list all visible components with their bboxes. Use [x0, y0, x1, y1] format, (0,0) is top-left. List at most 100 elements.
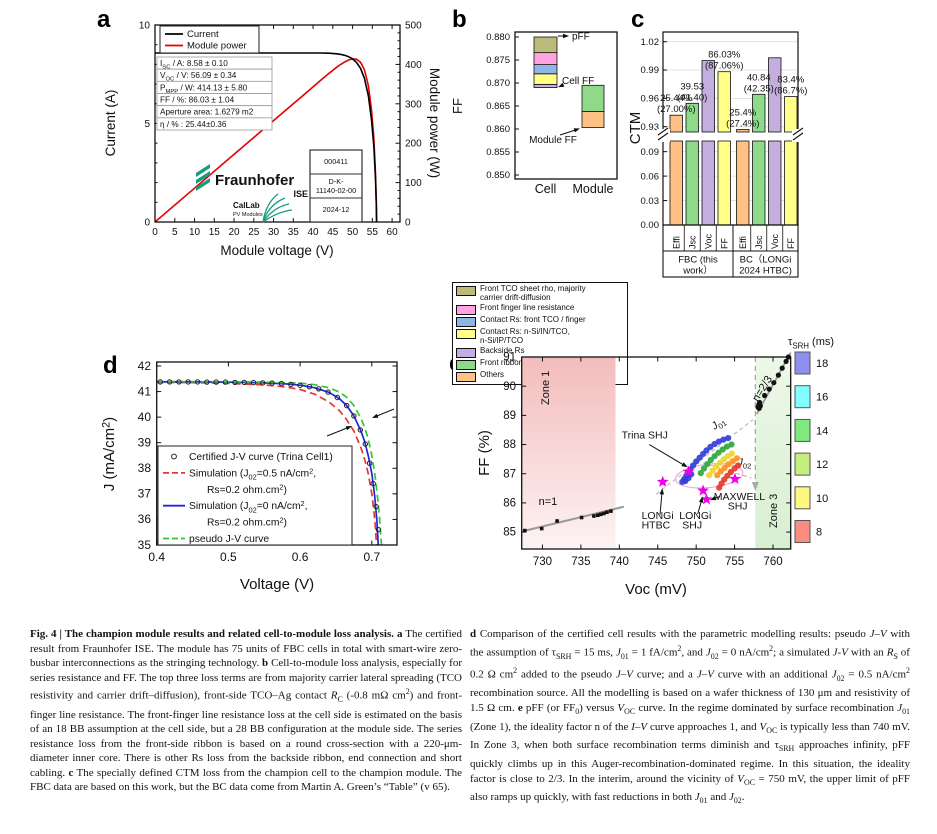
- legend-item: Contact Rs: n-Si/IN/TCO, n-Si/IP/TCO: [456, 326, 625, 346]
- svg-text:Module: Module: [573, 182, 614, 196]
- caption-left-column: Fig. 4 | The champion module results and…: [30, 628, 463, 794]
- ctm-bar-lower: [736, 140, 750, 226]
- ctm-bar-upper: [784, 96, 798, 133]
- svg-text:pseudo J-V curve: pseudo J-V curve: [189, 534, 269, 545]
- panel-c-label: c: [631, 6, 645, 33]
- svg-text:Voltage (V): Voltage (V): [240, 576, 314, 593]
- panel-a-label: a: [97, 6, 111, 33]
- ctm-x-tick: Effi: [738, 236, 748, 249]
- star-label: HTBC: [642, 520, 671, 532]
- n1-label: n=1: [539, 496, 558, 508]
- legend-label: Contact Rs: n-Si/IN/TCO, n-Si/IP/TCO: [480, 326, 570, 345]
- ctm-bar-upper: [717, 71, 731, 133]
- svg-text:36: 36: [138, 512, 152, 526]
- n23-point: [779, 365, 785, 371]
- svg-text:0.880: 0.880: [486, 32, 510, 43]
- industry-cell-star: [697, 484, 709, 496]
- colorbar-swatch: [794, 452, 811, 476]
- caption-right-column: d Comparison of the certified cell resul…: [470, 628, 910, 806]
- n23-point: [756, 405, 762, 411]
- svg-text:35: 35: [288, 227, 300, 238]
- svg-text:760: 760: [763, 556, 782, 568]
- svg-text:500: 500: [405, 21, 422, 32]
- certified-point: [157, 379, 164, 385]
- n1-point: [605, 510, 609, 514]
- legend-item: Contact Rs: front TCO / finger: [456, 314, 625, 327]
- ctm-x-tick: FF: [719, 238, 729, 249]
- industry-cell-star: [656, 475, 669, 487]
- svg-text:10: 10: [139, 21, 151, 32]
- certified-point: [297, 382, 303, 388]
- star-label: Trina SHJ: [622, 430, 668, 442]
- j01-label: J01: [708, 415, 728, 435]
- certified-point: [278, 380, 285, 387]
- svg-text:0.7: 0.7: [363, 550, 380, 564]
- ctm-x-tick: Voc: [703, 233, 713, 249]
- svg-text:Cell: Cell: [535, 182, 557, 196]
- n23-point: [775, 372, 781, 378]
- svg-text:PMPP / W: 414.13 ± 5.80: PMPP / W: 414.13 ± 5.80: [160, 83, 248, 95]
- certified-point: [373, 503, 379, 510]
- certificate-box: 000411 D-K-11140-02-00 2024-12: [309, 149, 363, 223]
- svg-text:50: 50: [347, 227, 359, 238]
- ctm-annotation: (27.00%): [657, 104, 696, 115]
- industry-cell-star: [700, 493, 713, 505]
- svg-text:Module FF: Module FF: [529, 135, 577, 146]
- panel-d-plot: 0.4 0.5 0.6 0.7 35 36 37 38 39 40 41 42 Voltage (V) J…: [101, 359, 398, 593]
- svg-text:Certified J-V curve (Trina Cel: Certified J-V curve (Trina Cell1): [189, 452, 333, 463]
- zone-1-region: [521, 357, 616, 549]
- svg-text:Current (A): Current (A): [103, 90, 118, 157]
- ctm-group-label: FBC (this: [678, 255, 718, 266]
- ctm-annotation: 25.44%: [660, 93, 693, 104]
- n23-point: [762, 392, 768, 399]
- ctm-annotation: 40.84: [747, 72, 771, 83]
- legend-item: Backside Rs: [456, 345, 625, 358]
- svg-text:Rs=0.2 ohm.cm2): Rs=0.2 ohm.cm2): [207, 483, 287, 496]
- star-label: LONGi: [679, 510, 711, 522]
- star-label: LONGi: [642, 510, 674, 522]
- certified-point: [334, 394, 341, 401]
- legend-swatch: [456, 347, 476, 358]
- svg-text:87: 87: [503, 468, 516, 480]
- colorbar-swatch: [794, 418, 811, 442]
- legend-item: Others: [456, 370, 625, 382]
- industry-cell-star: [729, 472, 741, 484]
- svg-text:FF (%): FF (%): [476, 430, 493, 476]
- svg-text:Module power: Module power: [187, 41, 247, 52]
- svg-text:2024-12: 2024-12: [323, 205, 350, 214]
- certified-point: [260, 380, 266, 386]
- svg-text:5: 5: [172, 227, 178, 238]
- svg-text:0.93: 0.93: [641, 122, 660, 133]
- ctm-group-label: work）: [682, 265, 713, 277]
- industry-cell-star: [682, 465, 695, 477]
- ctm-bar-upper: [768, 57, 782, 133]
- legend-label: Front finger line resistance: [480, 302, 575, 312]
- legend-label: Contact Rs: front TCO / finger: [480, 314, 586, 324]
- svg-text:745: 745: [648, 556, 667, 568]
- colorbar-swatch: [794, 385, 811, 409]
- svg-text:41: 41: [138, 384, 152, 398]
- svg-text:CalLab: CalLab: [233, 201, 260, 210]
- panel-a-iv-power-chart: 0 5 10 15 20 25 30 35 40 45 50 55 600510010020030040…: [103, 21, 442, 259]
- ctm-bar-lower: [669, 140, 683, 226]
- legend-label: Backside Rs: [480, 345, 525, 355]
- svg-text:0.6: 0.6: [292, 550, 309, 564]
- jv-curve: [156, 381, 378, 546]
- certified-point: [166, 379, 173, 385]
- svg-text:000411: 000411: [324, 157, 348, 166]
- certified-point: [213, 379, 219, 385]
- svg-text:pFF: pFF: [572, 32, 590, 43]
- model-point: [725, 461, 732, 468]
- ctm-x-tick: Voc: [770, 233, 780, 249]
- model-point: [733, 455, 740, 462]
- ctm-annotation: 39.53: [680, 81, 704, 92]
- svg-text:Fraunhofer: Fraunhofer: [215, 172, 294, 189]
- svg-text:91: 91: [503, 352, 516, 364]
- svg-text:15: 15: [209, 227, 221, 238]
- n1-point: [523, 528, 527, 533]
- n1-point: [596, 513, 600, 517]
- ctm-bar-upper: [752, 93, 766, 133]
- legend-label: Front TCO sheet rho, majority carrier dri…: [480, 284, 586, 302]
